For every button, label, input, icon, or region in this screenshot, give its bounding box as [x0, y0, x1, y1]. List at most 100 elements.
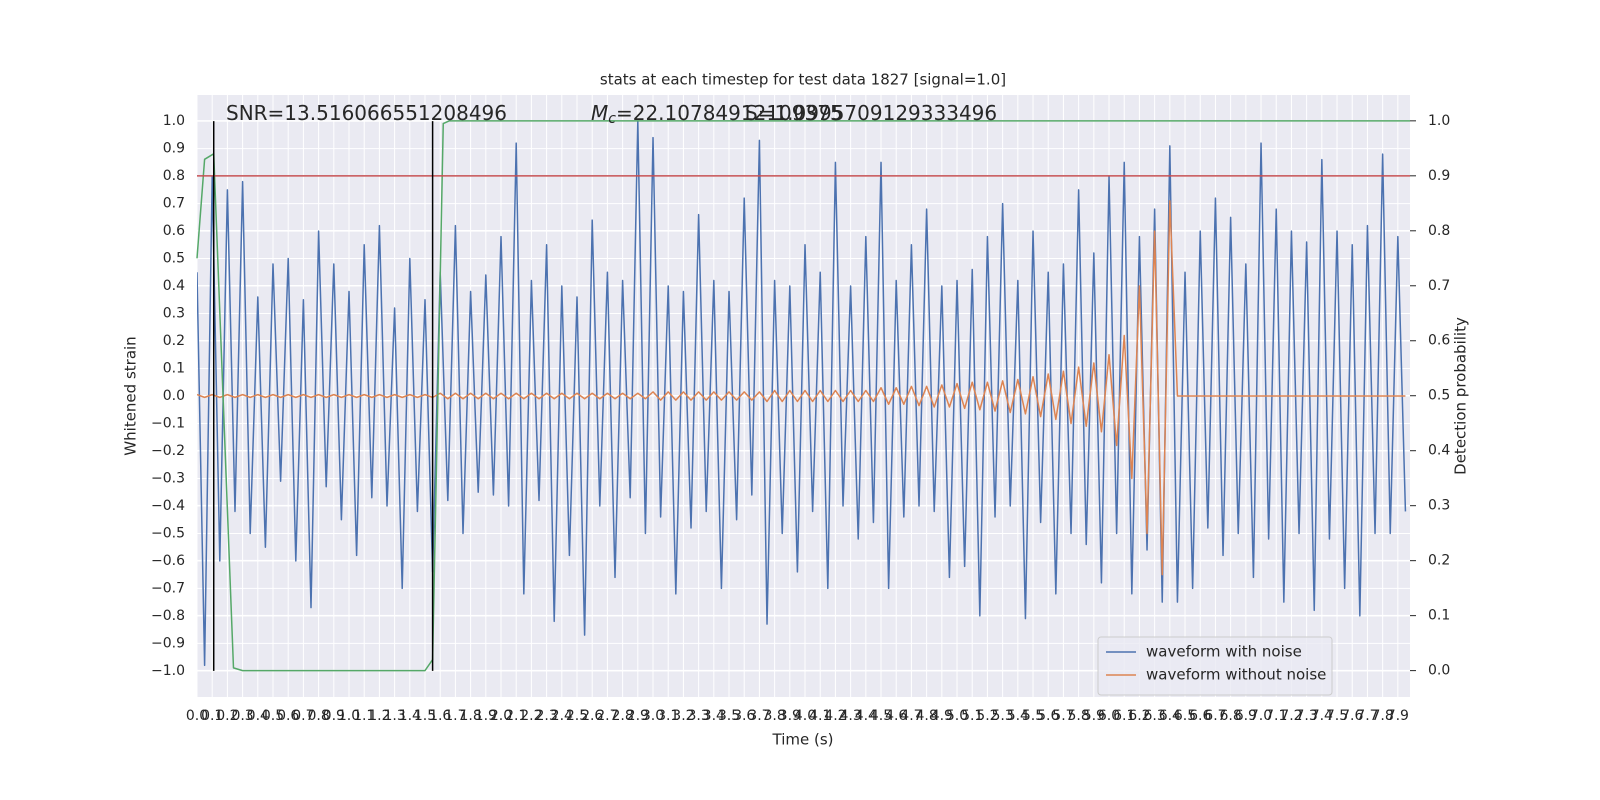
- x-tick-label: 5.1: [961, 708, 983, 724]
- y-tick-label: −0.7: [151, 580, 185, 596]
- x-tick-label: 6.6: [1189, 708, 1211, 724]
- x-tick-label: 5.9: [1083, 708, 1105, 724]
- y2-axis-label: Detection probability: [1452, 317, 1470, 475]
- x-tick-label: 2.2: [520, 708, 542, 724]
- x-tick-label: 7.8: [1372, 708, 1394, 724]
- x-tick-label: 5.3: [991, 708, 1013, 724]
- x-tick-label: 5.4: [1007, 708, 1029, 724]
- x-tick-label: 7.0: [1250, 708, 1272, 724]
- y-tick-label: 0.7: [163, 196, 185, 212]
- x-tick-label: 1.4: [399, 708, 421, 724]
- y-tick-label: −0.4: [151, 498, 185, 514]
- y2-tick-label: 0.7: [1428, 278, 1450, 294]
- x-tick-label: 1.2: [368, 708, 390, 724]
- x-tick-label: 2.1: [505, 708, 527, 724]
- x-tick-label: 3.1: [657, 708, 679, 724]
- x-tick-label: 7.1: [1265, 708, 1287, 724]
- series-line: [197, 120, 1407, 667]
- x-tick-label: 1.6: [429, 708, 451, 724]
- legend: waveform with noise waveform without nois…: [1097, 636, 1333, 696]
- x-tick-label: 7.9: [1387, 708, 1409, 724]
- y-tick-label: 0.4: [163, 278, 185, 294]
- x-tick-label: 5.6: [1037, 708, 1059, 724]
- y2-tick-label: 0.6: [1428, 333, 1450, 349]
- x-tick-label: 0.2: [216, 708, 238, 724]
- y2-tick-label: 1.0: [1428, 113, 1450, 129]
- x-tick-label: 6.0: [1098, 708, 1120, 724]
- x-tick-label: 7.6: [1341, 708, 1363, 724]
- x-tick-label: 1.5: [414, 708, 436, 724]
- x-tick-label: 2.5: [566, 708, 588, 724]
- x-tick-label: 3.4: [703, 708, 725, 724]
- y-tick-label: −0.9: [151, 635, 185, 651]
- x-tick-label: 0.8: [307, 708, 329, 724]
- y-tick-label: 0.5: [163, 251, 185, 267]
- x-tick-label: 0.5: [262, 708, 284, 724]
- x-tick-label: 4.6: [885, 708, 907, 724]
- x-tick-label: 0.3: [231, 708, 253, 724]
- x-tick-label: 4.5: [870, 708, 892, 724]
- y-tick-label: −0.1: [151, 415, 185, 431]
- x-tick-label: 6.1: [1113, 708, 1135, 724]
- y-tick-label: −0.3: [151, 470, 185, 486]
- x-tick-label: 4.7: [900, 708, 922, 724]
- x-tick-label: 3.3: [687, 708, 709, 724]
- x-tick-label: 2.7: [596, 708, 618, 724]
- y-tick-label: −0.6: [151, 553, 185, 569]
- x-tick-label: 7.7: [1356, 708, 1378, 724]
- x-tick-label: 3.2: [672, 708, 694, 724]
- x-tick-label: 6.8: [1220, 708, 1242, 724]
- x-tick-label: 2.0: [490, 708, 512, 724]
- y-tick-label: 0.3: [163, 306, 185, 322]
- x-tick-label: 2.9: [627, 708, 649, 724]
- x-tick-label: 5.8: [1067, 708, 1089, 724]
- annotation-part: SNR=13.516066551208496: [226, 101, 507, 125]
- legend-label: waveform without noise: [1146, 666, 1326, 684]
- y2-tick-label: 0.4: [1428, 443, 1450, 459]
- x-tick-label: 4.8: [915, 708, 937, 724]
- chart-title: stats at each timestep for test data 182…: [600, 71, 1006, 89]
- annotation-part: c: [608, 111, 616, 127]
- x-tick-label: 4.3: [839, 708, 861, 724]
- x-tick-label: 3.7: [748, 708, 770, 724]
- x-tick-label: 0.4: [247, 708, 269, 724]
- y2-tick-label: 0.9: [1428, 168, 1450, 184]
- x-tick-label: 5.7: [1052, 708, 1074, 724]
- x-tick-label: 3.6: [733, 708, 755, 724]
- x-tick-label: 7.2: [1280, 708, 1302, 724]
- x-tick-label: 2.4: [551, 708, 573, 724]
- x-axis-label: Time (s): [772, 731, 834, 749]
- y-tick-label: 0.6: [163, 223, 185, 239]
- x-tick-label: 1.8: [459, 708, 481, 724]
- annotation: Mc=22.10784912109375: [591, 101, 843, 128]
- x-tick-label: 3.8: [763, 708, 785, 724]
- x-tick-label: 6.3: [1143, 708, 1165, 724]
- x-tick-label: 6.2: [1128, 708, 1150, 724]
- y-tick-label: −0.8: [151, 608, 185, 624]
- x-tick-label: 4.2: [824, 708, 846, 724]
- legend-box: [1097, 636, 1333, 696]
- x-tick-label: 0.1: [201, 708, 223, 724]
- y2-tick-label: 0.5: [1428, 388, 1450, 404]
- x-tick-label: 6.7: [1204, 708, 1226, 724]
- y-axis-label: Whitened strain: [122, 336, 140, 455]
- x-tick-label: 7.5: [1326, 708, 1348, 724]
- x-tick-label: 1.7: [444, 708, 466, 724]
- series-line: [196, 120, 1410, 672]
- y-tick-label: 0.2: [163, 333, 185, 349]
- x-tick-label: 4.4: [855, 708, 877, 724]
- x-tick-label: 3.9: [779, 708, 801, 724]
- annotation: SNR=13.516066551208496: [226, 101, 507, 125]
- y2-tick-label: 0.1: [1428, 608, 1450, 624]
- x-tick-label: 0.0: [186, 708, 208, 724]
- x-tick-label: 4.0: [794, 708, 816, 724]
- y-tick-label: 1.0: [163, 113, 185, 129]
- legend-label: waveform with noise: [1146, 643, 1302, 661]
- y-tick-label: −1.0: [151, 663, 185, 679]
- y-tick-label: 0.8: [163, 168, 185, 184]
- x-tick-label: 5.2: [976, 708, 998, 724]
- x-tick-label: 2.6: [581, 708, 603, 724]
- y-tick-label: 0.1: [163, 361, 185, 377]
- y2-tick-label: 0.2: [1428, 553, 1450, 569]
